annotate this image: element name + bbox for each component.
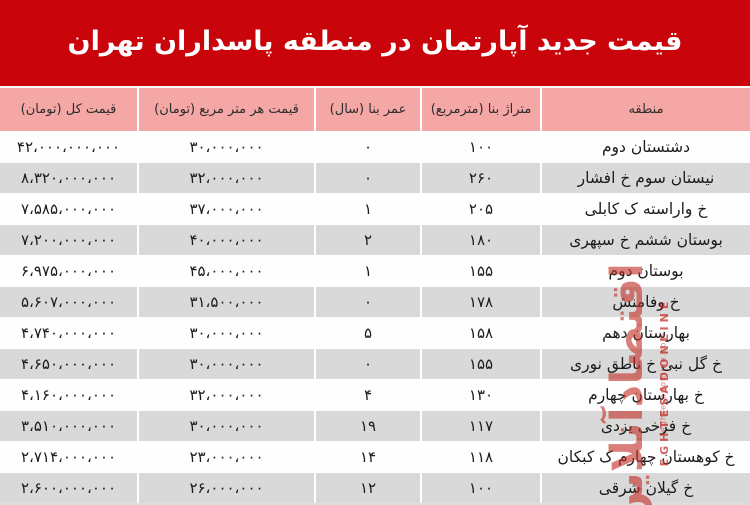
age-cell: ۰	[316, 132, 420, 162]
table-body: دشتستان دوم ۱۰۰ ۰ ۳۰،۰۰۰،۰۰۰ ۴۲،۰۰۰،۰۰۰،۰۰۰ ن…	[0, 132, 750, 503]
area-cell: ۱۷۸	[422, 287, 540, 317]
total-price-cell: ۴۲،۰۰۰،۰۰۰،۰۰۰	[0, 132, 137, 162]
price-per-m2-cell: ۳۷،۰۰۰،۰۰۰	[139, 194, 314, 224]
area-cell: ۱۰۰	[422, 473, 540, 503]
age-cell: ۲	[316, 225, 420, 255]
page-title: قیمت جدید آپارتمان در منطقه پاسداران تهر…	[67, 25, 683, 57]
region-cell: بهارستان دهم	[542, 318, 750, 348]
table-row: خ کوهستان چهارم ک کبکان ۱۱۸ ۱۴ ۲۳،۰۰۰،۰۰۰ ۲،…	[0, 442, 750, 472]
area-cell: ۱۰۰	[422, 132, 540, 162]
region-cell: خ بهارستان چهارم	[542, 380, 750, 410]
area-cell: ۱۱۸	[422, 442, 540, 472]
table-row: خ گل نبی خ ناطق نوری ۱۵۵ ۰ ۳۰،۰۰۰،۰۰۰ ۴،۶۵۰،…	[0, 349, 750, 379]
age-cell: ۰	[316, 287, 420, 317]
age-cell: ۱	[316, 256, 420, 286]
total-price-cell: ۲،۶۰۰،۰۰۰،۰۰۰	[0, 473, 137, 503]
age-cell: ۰	[316, 349, 420, 379]
total-price-cell: ۲،۷۱۴،۰۰۰،۰۰۰	[0, 442, 137, 472]
total-price-cell: ۳،۵۱۰،۰۰۰،۰۰۰	[0, 411, 137, 441]
table-row: خ واراسته ک کابلی ۲۰۵ ۱ ۳۷،۰۰۰،۰۰۰ ۷،۵۸۵،۰۰۰…	[0, 194, 750, 224]
table-row: دشتستان دوم ۱۰۰ ۰ ۳۰،۰۰۰،۰۰۰ ۴۲،۰۰۰،۰۰۰،۰۰۰	[0, 132, 750, 162]
column-header-age: عمر بنا (سال)	[316, 88, 420, 131]
column-header-price-per-m2: قیمت هر متر مربع (تومان)	[139, 88, 314, 131]
price-per-m2-cell: ۳۰،۰۰۰،۰۰۰	[139, 132, 314, 162]
price-per-m2-cell: ۳۲،۰۰۰،۰۰۰	[139, 163, 314, 193]
total-price-cell: ۵،۶۰۷،۰۰۰،۰۰۰	[0, 287, 137, 317]
price-per-m2-cell: ۳۲،۰۰۰،۰۰۰	[139, 380, 314, 410]
total-price-cell: ۴،۷۴۰،۰۰۰،۰۰۰	[0, 318, 137, 348]
area-cell: ۲۰۵	[422, 194, 540, 224]
table-row: بوستان دوم ۱۵۵ ۱ ۴۵،۰۰۰،۰۰۰ ۶،۹۷۵،۰۰۰،۰۰۰	[0, 256, 750, 286]
total-price-cell: ۶،۹۷۵،۰۰۰،۰۰۰	[0, 256, 137, 286]
region-cell: دشتستان دوم	[542, 132, 750, 162]
area-cell: ۱۳۰	[422, 380, 540, 410]
price-per-m2-cell: ۲۳،۰۰۰،۰۰۰	[139, 442, 314, 472]
column-header-region: منطقه	[542, 88, 750, 131]
table-header-row: منطقه متراژ بنا (مترمربع) عمر بنا (سال) …	[0, 88, 750, 131]
age-cell: ۱۴	[316, 442, 420, 472]
region-cell: نیستان سوم خ افشار	[542, 163, 750, 193]
total-price-cell: ۸،۳۲۰،۰۰۰،۰۰۰	[0, 163, 137, 193]
age-cell: ۵	[316, 318, 420, 348]
area-cell: ۱۱۷	[422, 411, 540, 441]
table-row: بهارستان دهم ۱۵۸ ۵ ۳۰،۰۰۰،۰۰۰ ۴،۷۴۰،۰۰۰،۰۰۰	[0, 318, 750, 348]
age-cell: ۱۲	[316, 473, 420, 503]
table-row: خ وفامنش ۱۷۸ ۰ ۳۱،۵۰۰،۰۰۰ ۵،۶۰۷،۰۰۰،۰۰۰	[0, 287, 750, 317]
total-price-cell: ۷،۵۸۵،۰۰۰،۰۰۰	[0, 194, 137, 224]
column-header-area: متراژ بنا (مترمربع)	[422, 88, 540, 131]
price-per-m2-cell: ۴۵،۰۰۰،۰۰۰	[139, 256, 314, 286]
bottom-edge-strip	[0, 503, 750, 505]
title-banner: قیمت جدید آپارتمان در منطقه پاسداران تهر…	[0, 0, 750, 86]
age-cell: ۴	[316, 380, 420, 410]
price-per-m2-cell: ۴۰،۰۰۰،۰۰۰	[139, 225, 314, 255]
region-cell: بوستان ششم خ سپهری	[542, 225, 750, 255]
area-cell: ۲۶۰	[422, 163, 540, 193]
age-cell: ۰	[316, 163, 420, 193]
table-row: خ فرخی یزدی ۱۱۷ ۱۹ ۳۰،۰۰۰،۰۰۰ ۳،۵۱۰،۰۰۰،۰۰۰	[0, 411, 750, 441]
table-row: خ گیلان شرقی ۱۰۰ ۱۲ ۲۶،۰۰۰،۰۰۰ ۲،۶۰۰،۰۰۰،۰۰۰	[0, 473, 750, 503]
age-cell: ۱۹	[316, 411, 420, 441]
price-per-m2-cell: ۳۰،۰۰۰،۰۰۰	[139, 318, 314, 348]
price-per-m2-cell: ۳۰،۰۰۰،۰۰۰	[139, 411, 314, 441]
area-cell: ۱۸۰	[422, 225, 540, 255]
region-cell: خ گیلان شرقی	[542, 473, 750, 503]
region-cell: خ فرخی یزدی	[542, 411, 750, 441]
area-cell: ۱۵۵	[422, 256, 540, 286]
total-price-cell: ۷،۲۰۰،۰۰۰،۰۰۰	[0, 225, 137, 255]
region-cell: خ واراسته ک کابلی	[542, 194, 750, 224]
price-per-m2-cell: ۳۱،۵۰۰،۰۰۰	[139, 287, 314, 317]
column-header-total-price: قیمت کل (تومان)	[0, 88, 137, 131]
table-row: بوستان ششم خ سپهری ۱۸۰ ۲ ۴۰،۰۰۰،۰۰۰ ۷،۲۰۰،۰۰…	[0, 225, 750, 255]
total-price-cell: ۴،۱۶۰،۰۰۰،۰۰۰	[0, 380, 137, 410]
table-row: نیستان سوم خ افشار ۲۶۰ ۰ ۳۲،۰۰۰،۰۰۰ ۸،۳۲۰،۰۰…	[0, 163, 750, 193]
region-cell: خ گل نبی خ ناطق نوری	[542, 349, 750, 379]
area-cell: ۱۵۵	[422, 349, 540, 379]
table-row: خ بهارستان چهارم ۱۳۰ ۴ ۳۲،۰۰۰،۰۰۰ ۴،۱۶۰،۰۰۰،…	[0, 380, 750, 410]
region-cell: خ کوهستان چهارم ک کبکان	[542, 442, 750, 472]
total-price-cell: ۴،۶۵۰،۰۰۰،۰۰۰	[0, 349, 137, 379]
price-per-m2-cell: ۳۰،۰۰۰،۰۰۰	[139, 349, 314, 379]
age-cell: ۱	[316, 194, 420, 224]
region-cell: بوستان دوم	[542, 256, 750, 286]
area-cell: ۱۵۸	[422, 318, 540, 348]
region-cell: خ وفامنش	[542, 287, 750, 317]
price-per-m2-cell: ۲۶،۰۰۰،۰۰۰	[139, 473, 314, 503]
